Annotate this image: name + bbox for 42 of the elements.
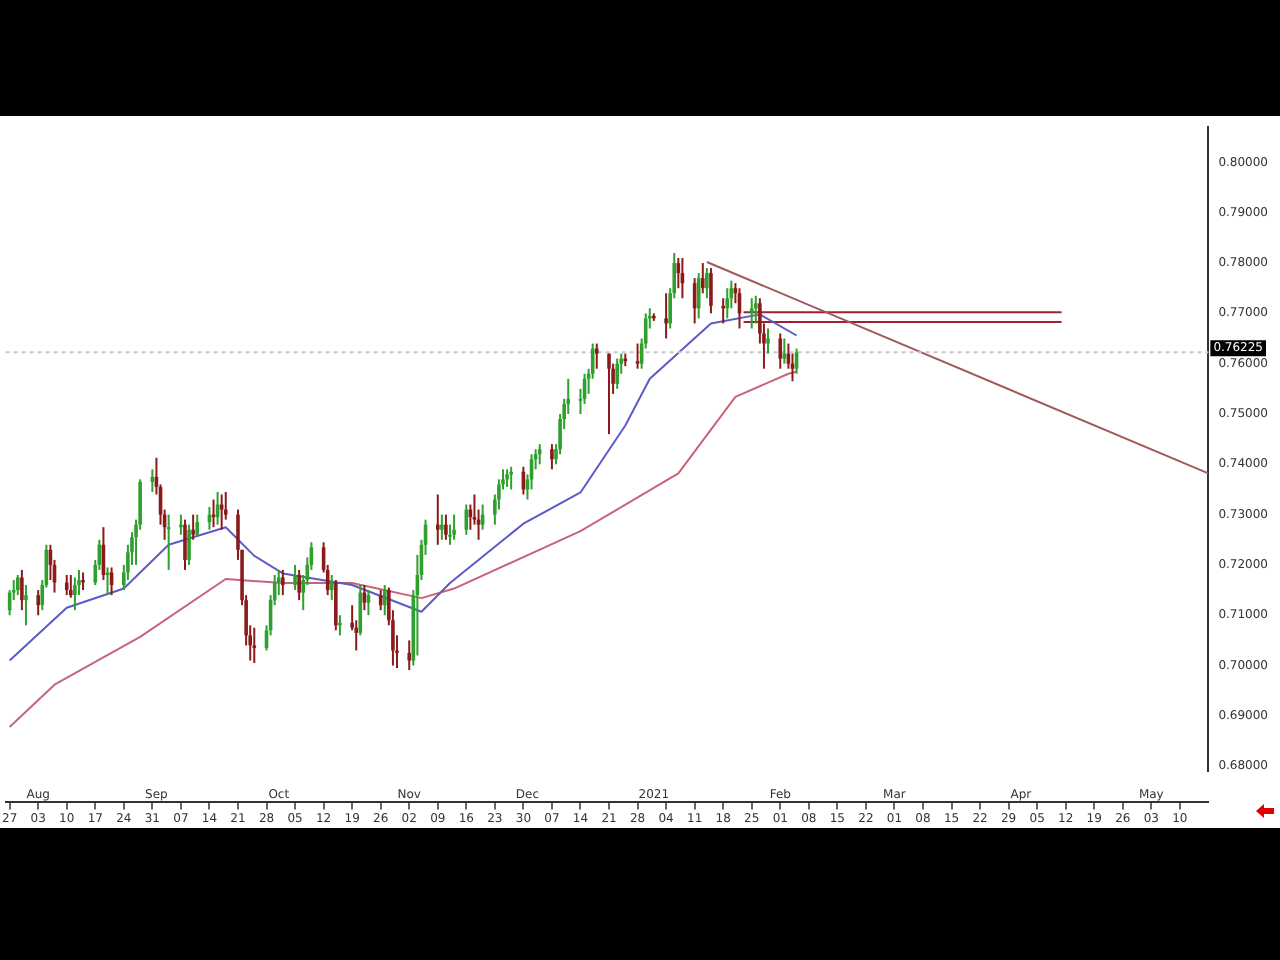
candlestick <box>64 573 69 597</box>
candlestick <box>187 523 191 566</box>
candlestick <box>36 589 40 617</box>
candlestick <box>20 568 24 612</box>
candlestick <box>407 639 412 672</box>
candlestick <box>252 626 257 665</box>
candlestick <box>696 272 701 320</box>
candlestick <box>440 513 444 541</box>
candlestick <box>749 297 754 330</box>
candlestick <box>73 576 77 612</box>
candlestick <box>329 573 334 602</box>
candlestick <box>276 568 281 597</box>
candlestick <box>191 513 195 541</box>
candlestick <box>615 357 619 390</box>
candlestick <box>709 267 713 315</box>
candlestick <box>281 568 285 597</box>
candlestick <box>635 342 640 370</box>
candlestick <box>69 573 73 599</box>
candlestick <box>452 513 456 541</box>
candlestick <box>700 262 705 295</box>
candlestick <box>594 342 599 370</box>
candlestick <box>435 493 440 546</box>
candlestick <box>183 518 187 571</box>
candlestick <box>705 267 709 300</box>
candlestick <box>448 523 452 546</box>
candlestick <box>105 566 110 597</box>
candlestick <box>334 579 338 632</box>
candlestick <box>550 443 554 471</box>
candlestick <box>297 568 301 602</box>
candlestick <box>778 332 783 370</box>
candlestick <box>444 513 448 541</box>
candlestick <box>293 563 297 592</box>
candlestick <box>664 292 668 340</box>
candlestick <box>24 584 28 627</box>
candlestick <box>382 584 387 617</box>
candlestick <box>766 327 770 355</box>
candlestick <box>537 443 542 466</box>
candlestick <box>16 573 20 597</box>
candlestick <box>754 294 758 325</box>
candlestick <box>725 287 730 320</box>
candlestick <box>195 513 200 536</box>
candlestick <box>607 352 611 436</box>
